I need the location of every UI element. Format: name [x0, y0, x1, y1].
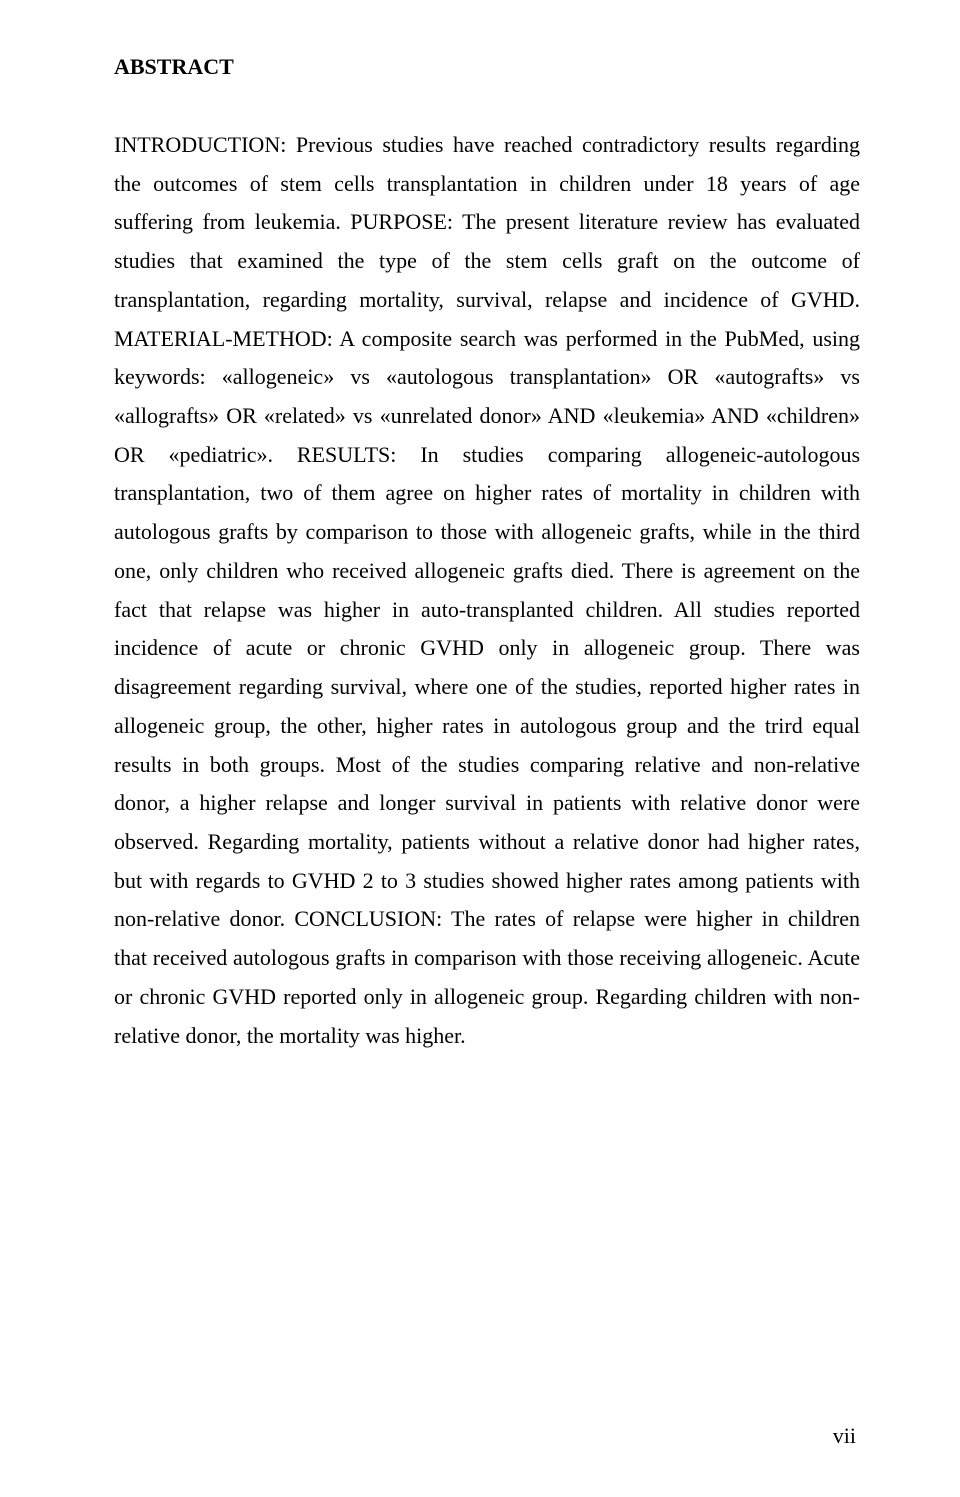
abstract-heading: ABSTRACT	[114, 54, 860, 80]
document-page: ABSTRACT INTRODUCTION: Previous studies …	[0, 0, 960, 1497]
page-number: vii	[833, 1423, 856, 1449]
abstract-body: INTRODUCTION: Previous studies have reac…	[114, 126, 860, 1055]
